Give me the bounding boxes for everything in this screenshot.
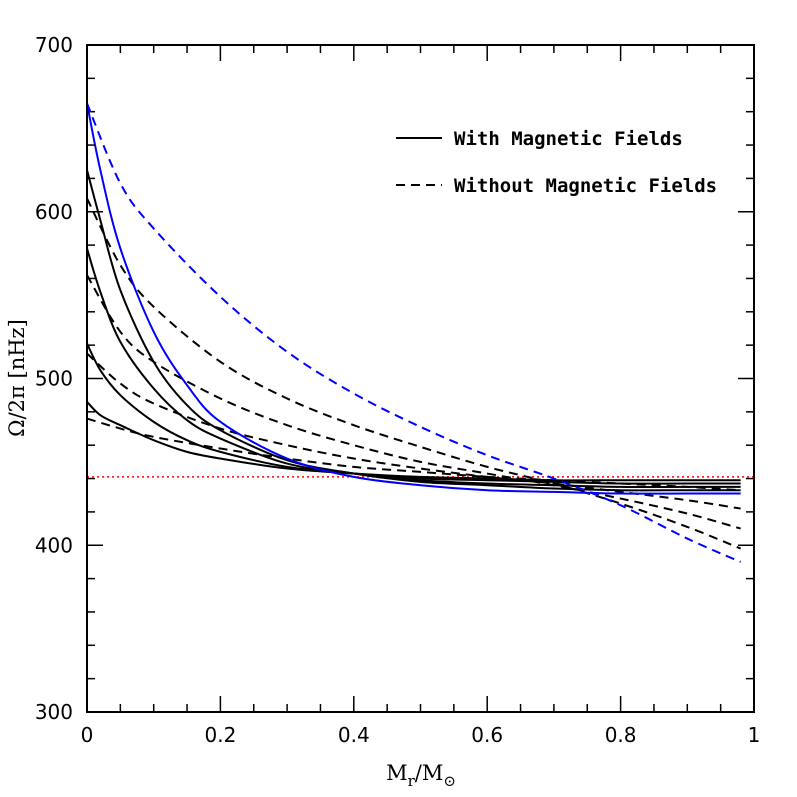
y-tick-label: 500 bbox=[35, 367, 73, 391]
x-tick-label: 0 bbox=[81, 723, 94, 747]
plot-frame bbox=[86, 44, 755, 713]
x-axis-title-sub1: r bbox=[408, 772, 416, 790]
series-line-with-field-4 bbox=[86, 169, 741, 492]
x-tick-label: 0.8 bbox=[605, 723, 637, 747]
series-line-with-field-blue bbox=[86, 103, 741, 495]
x-tick-label: 0.4 bbox=[338, 723, 370, 747]
series-line-with-field-2 bbox=[86, 343, 741, 485]
y-axis-title-unit: [nHz] bbox=[5, 319, 29, 378]
series-line-without-field-blue bbox=[86, 102, 742, 563]
x-tick-label: 1 bbox=[748, 723, 761, 747]
series-layer bbox=[86, 102, 754, 563]
y-tick-label: 600 bbox=[35, 200, 73, 224]
series-line-without-field-4 bbox=[86, 197, 742, 550]
y-axis-title: Ω/2π [nHz] bbox=[5, 319, 29, 437]
series-line-without-field-2 bbox=[86, 352, 741, 510]
legend-label-without-fields: Without Magnetic Fields bbox=[454, 175, 717, 197]
x-axis-title-sub2: ⊙ bbox=[443, 772, 456, 790]
x-axis-title: Mr/M⊙ bbox=[386, 761, 456, 790]
x-tick-label: 0.2 bbox=[204, 723, 236, 747]
legend: With Magnetic Fields Without Magnetic Fi… bbox=[396, 128, 717, 197]
legend-label-with-fields: With Magnetic Fields bbox=[454, 128, 683, 150]
x-tick-label: 0.6 bbox=[471, 723, 503, 747]
y-tick-label: 700 bbox=[35, 33, 73, 57]
x-axis-title-base: M bbox=[386, 761, 408, 785]
y-axis-title-main: Ω/2π bbox=[5, 378, 29, 436]
x-axis-title-slash: / bbox=[415, 761, 423, 785]
y-tick-label: 300 bbox=[35, 700, 73, 724]
x-axis-title-base2: M bbox=[422, 761, 444, 785]
y-tick-label: 400 bbox=[35, 533, 73, 557]
tick-labels: 0 0.2 0.4 0.6 0.8 1 300 400 500 600 700 bbox=[35, 33, 761, 747]
